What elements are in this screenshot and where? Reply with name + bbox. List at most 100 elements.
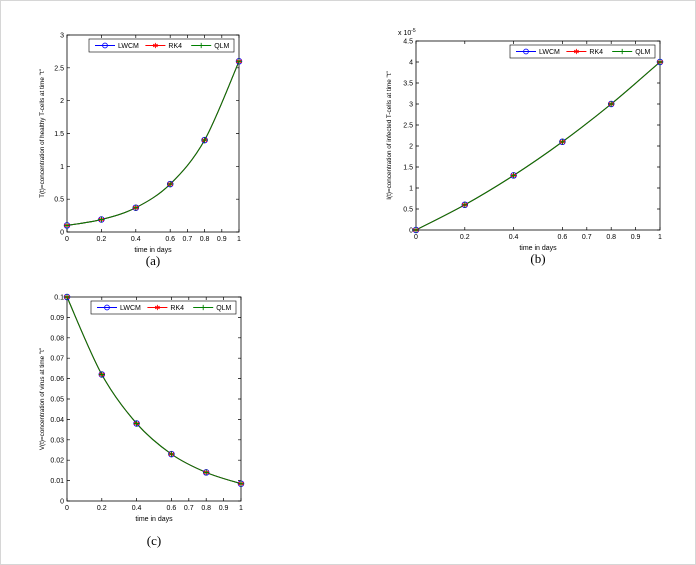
marker-plus [201, 137, 208, 144]
x-tick-label: 0.7 [183, 236, 193, 243]
x-tick-label: 0.6 [165, 236, 175, 243]
y-tick-label: 0.5 [403, 207, 413, 214]
y-tick-label: 0.5 [54, 197, 64, 204]
y-tick-label: 0 [60, 499, 64, 506]
x-tick-label: 0.9 [631, 234, 641, 241]
marker-plus [657, 59, 663, 65]
y-tick-label: 1.5 [403, 165, 413, 172]
y-tick-label: 0.03 [50, 437, 64, 444]
marker-star [154, 304, 160, 311]
series-markers-qlm [413, 59, 663, 233]
marker-plus [64, 222, 70, 229]
x-axis-label: time in days [519, 245, 557, 252]
subplot-c: 0 0.2 0.4 0.6 0.7 0.8 0.9 1 0 0.01 0.02 0.03 0.04 0.0… [35, 283, 253, 536]
y-tick-label: 1.5 [54, 131, 64, 138]
y-tick-label: 0 [409, 228, 413, 235]
y-tick-label: 0.1 [54, 295, 64, 302]
marker-plus [64, 294, 70, 300]
axes-box [66, 34, 240, 233]
y-tick-label: 0.04 [50, 417, 64, 424]
axes-box [415, 40, 661, 231]
x-tick-label: 0.8 [201, 505, 211, 512]
series-line-qlm [415, 61, 661, 231]
y-tick-label: 0.07 [50, 356, 64, 363]
marker-plus [236, 58, 242, 65]
y-tick-label: 3.5 [403, 81, 413, 88]
x-tick-label: 0.9 [217, 236, 227, 243]
y-exponent-label: x 10-5 [398, 28, 416, 37]
y-tick-label: 4.5 [403, 39, 413, 46]
y-tick-label: 2 [409, 144, 413, 151]
x-tick-label: 0.2 [97, 236, 107, 243]
caption-a: (a) [145, 253, 161, 268]
x-tick-label: 0 [65, 236, 69, 243]
subplot-a: 0 0.2 0.4 0.6 0.7 0.8 0.9 1 0 0.5 1 1.5 2 2.5 3 time in… [35, 15, 251, 266]
marker-plus [133, 420, 140, 427]
x-tick-label: 0.4 [132, 505, 142, 512]
x-tick-label: 0 [65, 505, 69, 512]
series-markers-qlm [64, 294, 244, 487]
y-axis-label: I(t)=concentration of infected T-cells a… [386, 71, 393, 199]
marker-plus [198, 42, 204, 49]
marker-plus [132, 204, 139, 211]
legend-label-lwcm: LWCM [120, 305, 141, 312]
marker-plus [510, 172, 517, 179]
marker-star [152, 42, 158, 49]
marker-circle [104, 304, 110, 311]
marker-plus [619, 48, 625, 55]
x-tick-label: 0.7 [184, 505, 194, 512]
x-tick-label: 0.2 [460, 234, 470, 241]
x-tick-label: 0.4 [131, 236, 141, 243]
x-tick-label: 1 [237, 236, 241, 243]
marker-plus [608, 101, 615, 107]
legend-label-lwcm: LWCM [118, 43, 139, 50]
y-tick-label: 1 [60, 164, 64, 171]
x-tick-label: 0.6 [167, 505, 177, 512]
marker-circle [102, 42, 108, 49]
x-tick-label: 0.2 [97, 505, 107, 512]
legend: LWCM RK4 QLM [90, 300, 237, 315]
y-tick-label: 4 [409, 60, 413, 67]
legend: LWCM RK4 QLM [88, 38, 235, 53]
axes-box [66, 296, 242, 502]
x-tick-label: 0.4 [509, 234, 519, 241]
y-tick-label: 0.02 [50, 458, 64, 465]
marker-circle [523, 48, 529, 55]
y-tick-label: 0 [60, 230, 64, 237]
y-tick-label: 2.5 [54, 65, 64, 72]
x-tick-label: 0.7 [582, 234, 592, 241]
x-tick-label: 1 [239, 505, 243, 512]
y-tick-label: 1 [409, 186, 413, 193]
marker-star [573, 48, 579, 55]
x-tick-label: 0 [414, 234, 418, 241]
caption-b: (b) [530, 251, 546, 266]
legend-label-rk4: RK4 [168, 43, 182, 50]
y-axis-label: V(t)=concentration of virus at time "t" [39, 348, 46, 450]
y-tick-label: 2.5 [403, 123, 413, 130]
legend-label-qlm: QLM [635, 49, 650, 56]
y-tick-label: 0.09 [50, 315, 64, 322]
marker-plus [461, 201, 468, 208]
y-tick-label: 0.08 [50, 335, 64, 342]
legend: LWCM RK4 QLM [509, 44, 656, 59]
x-axis-label: time in days [134, 247, 172, 254]
chart-c-svg: 0 0.2 0.4 0.6 0.7 0.8 0.9 1 0 0.01 0.02 0.03 0.04 0.0… [39, 293, 245, 523]
marker-plus [98, 371, 105, 378]
legend-label-rk4: RK4 [170, 305, 184, 312]
x-tick-label: 0.8 [200, 236, 210, 243]
marker-plus [167, 181, 174, 188]
series-markers-qlm [64, 58, 242, 229]
caption-c: (c) [146, 533, 162, 548]
chart-a-svg: 0 0.2 0.4 0.6 0.7 0.8 0.9 1 0 0.5 1 1.5 2 2.5 3 time in… [39, 33, 243, 254]
y-axis-label: T(t)=concentration of healthy T-cells at… [39, 69, 46, 198]
marker-plus [238, 480, 244, 487]
marker-plus [98, 216, 105, 223]
x-tick-label: 1 [658, 234, 662, 241]
legend-label-qlm: QLM [216, 305, 231, 312]
y-tick-label: 0.05 [50, 397, 64, 404]
y-tick-label: 3 [60, 33, 64, 40]
x-tick-label: 0.6 [558, 234, 568, 241]
y-tick-label: 0.01 [50, 478, 64, 485]
marker-plus [559, 138, 566, 145]
